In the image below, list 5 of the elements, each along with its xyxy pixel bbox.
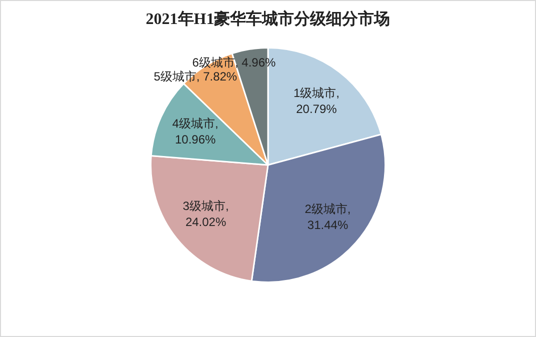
slice-label: 3级城市, 24.02%: [182, 199, 229, 230]
slice-label: 1级城市, 20.79%: [293, 86, 340, 116]
slice-label: 4级城市, 10.96%: [172, 116, 218, 147]
slice-label: 2级城市, 31.44%: [304, 202, 351, 232]
chart-title: 2021年H1豪华车城市分级细分市场: [144, 9, 392, 30]
